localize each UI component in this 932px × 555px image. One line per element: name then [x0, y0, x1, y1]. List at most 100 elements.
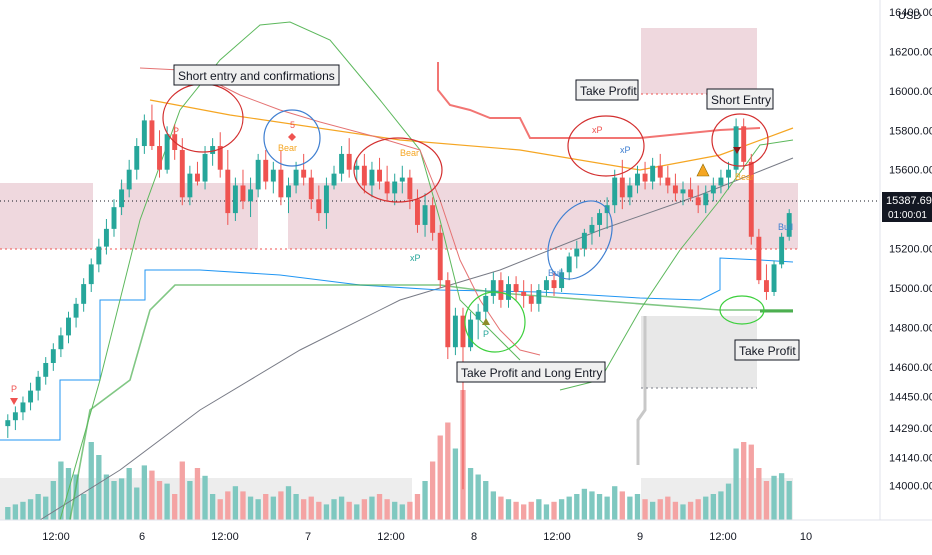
volume-bar [490, 491, 496, 520]
candle-body [308, 177, 314, 200]
volume-bar [164, 483, 170, 520]
candle [263, 149, 269, 190]
volume-bar [642, 499, 648, 520]
callout-take-profit-long-entry-text: Take Profit and Long Entry [461, 366, 602, 380]
candle-body [141, 120, 147, 147]
candle-body [506, 284, 511, 300]
candle [559, 268, 565, 292]
volume-bar [301, 499, 307, 520]
price-axis[interactable]: USD 16400.00 16200.00 16000.00 15800.00 1560… [879, 0, 932, 520]
volume-bar [247, 496, 254, 520]
candle [96, 238, 102, 273]
time-tick-label: 7 [305, 531, 311, 543]
candle-body [703, 193, 709, 206]
candle-body [384, 181, 390, 194]
candle-body [12, 412, 18, 421]
volume-bar [437, 435, 443, 520]
candle [581, 228, 587, 257]
candle [240, 169, 246, 210]
candle [566, 252, 572, 281]
volume-bar [12, 504, 19, 520]
candle-body [28, 390, 34, 403]
green-circle-right [719, 295, 765, 325]
signal-labels: P P 5 Bear Bear xP P Bull xP xP Bear Bul… [10, 120, 793, 405]
volume-bar [574, 494, 580, 520]
callout-short-entry-confirmations-text: Short entry and confirmations [178, 69, 335, 83]
price-tick-labels: 16400.00 16200.00 16000.00 15800.00 15600.00… [889, 7, 932, 492]
candle [665, 165, 671, 194]
volume-bar [687, 501, 694, 520]
red-circle-left [162, 83, 244, 153]
volume-bar [604, 496, 610, 520]
candle-body [756, 236, 762, 281]
hand-drawn-markups [162, 83, 769, 353]
candle [134, 138, 140, 180]
volume-bar [498, 496, 504, 520]
candle-body [581, 232, 587, 249]
candle-body [35, 376, 41, 391]
time-tick-label: 6 [139, 531, 145, 543]
time-tick-labels: 12:00 6 12:00 7 12:00 8 12:00 9 12:00 10 [42, 531, 812, 543]
bear-arrow-right-icon [733, 147, 741, 154]
candle-body [763, 280, 769, 292]
candle [779, 232, 785, 269]
time-tick-label: 12:00 [211, 531, 239, 543]
time-axis[interactable]: 12:00 6 12:00 7 12:00 8 12:00 9 12:00 10 [0, 519, 932, 543]
candle-body [536, 290, 542, 304]
gray-level-line [636, 316, 647, 465]
volume-bar [376, 494, 383, 520]
candle [627, 177, 633, 206]
volume-bar [748, 444, 754, 520]
price-tick-label: 15000.00 [889, 283, 932, 295]
candle-body [415, 199, 420, 225]
candle [111, 199, 117, 237]
candle-body [179, 149, 185, 198]
volume-bar [543, 504, 550, 520]
candle-body [369, 169, 375, 186]
candle-body [149, 120, 155, 147]
signal-p-left: P [11, 384, 17, 394]
candle-body [126, 169, 132, 190]
volume-zone-right [641, 478, 793, 520]
candle-body [225, 169, 231, 214]
candle-body [210, 146, 216, 154]
volume-bar [536, 499, 542, 520]
price-tick-label: 14600.00 [889, 362, 932, 374]
candle [157, 130, 162, 178]
candle [543, 276, 549, 296]
volume-bar [81, 494, 87, 520]
volume-bar [202, 475, 208, 520]
candle-body [119, 189, 125, 208]
current-price-label: 15387.69 [886, 195, 932, 207]
candle [695, 185, 701, 214]
signal-five: 5 [290, 120, 295, 130]
candle-body [346, 153, 352, 170]
candle [28, 382, 34, 411]
red-circle-right [711, 113, 769, 167]
candle-body [619, 177, 625, 198]
candle [452, 307, 458, 356]
volume-bar [263, 494, 269, 520]
candle [12, 406, 18, 431]
volume-bar [703, 496, 709, 520]
volume-bar [581, 488, 588, 520]
candle-body [589, 224, 595, 233]
candle [430, 197, 436, 241]
candle-body [688, 189, 694, 198]
candle [316, 185, 322, 221]
candle [225, 149, 231, 225]
candle [149, 104, 155, 150]
volume-bar [786, 481, 792, 520]
candle [657, 153, 663, 186]
volume-bar [414, 494, 421, 520]
candle-body [726, 169, 731, 178]
volume-bar [665, 496, 671, 520]
candle-body [460, 315, 466, 348]
volume-bar [695, 499, 701, 520]
candle [255, 153, 261, 198]
volume-bar [718, 491, 724, 520]
candle-body [202, 153, 208, 182]
volume-bar [209, 494, 216, 520]
